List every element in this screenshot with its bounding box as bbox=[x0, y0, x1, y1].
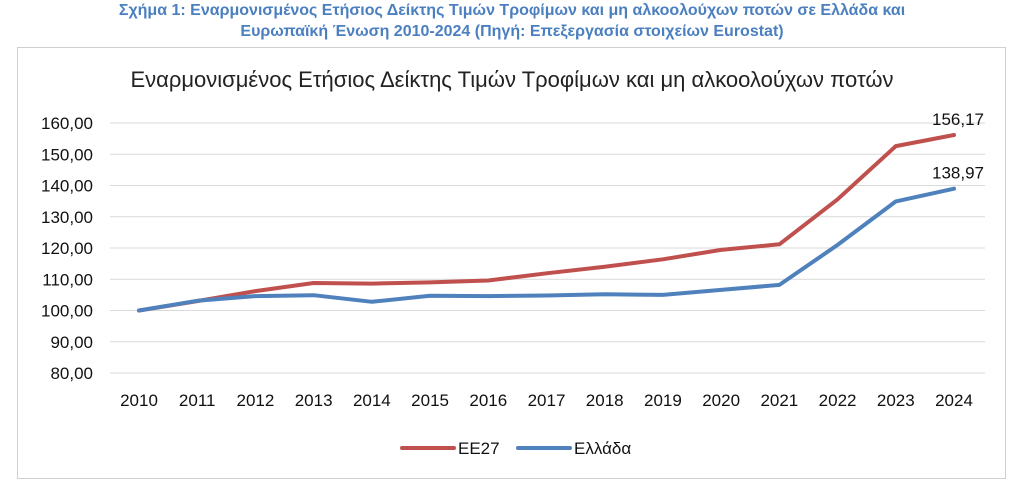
chart-title: Εναρμονισμένος Ετήσιος Δείκτης Τιμών Τρο… bbox=[130, 67, 893, 92]
legend-label: Ελλάδα bbox=[574, 439, 631, 458]
y-axis-ticks: 80,00 90,00 100,00 110,00 120,00 130,00 140,00… bbox=[41, 114, 93, 383]
y-tick-label: 110,00 bbox=[42, 270, 93, 289]
x-axis-ticks: 2010 2011 2012 2013 2014 2015 2016 2017 2018 2019… bbox=[120, 391, 973, 410]
x-tick-label: 2024 bbox=[935, 391, 973, 410]
data-labels: 156,17 138,97 bbox=[932, 110, 984, 183]
x-tick-label: 2011 bbox=[179, 391, 216, 410]
x-tick-label: 2018 bbox=[586, 391, 624, 410]
series-line bbox=[137, 186, 956, 313]
data-label: 138,97 bbox=[932, 164, 984, 183]
y-tick-label: 150,00 bbox=[41, 145, 93, 164]
legend-label: ΕΕ27 bbox=[458, 439, 500, 458]
y-tick-label: 130,00 bbox=[41, 208, 93, 227]
x-tick-label: 2022 bbox=[819, 391, 857, 410]
x-tick-label: 2014 bbox=[353, 391, 391, 410]
y-tick-label: 80,00 bbox=[50, 364, 93, 383]
series-lines bbox=[137, 133, 956, 313]
y-tick-label: 140,00 bbox=[41, 177, 93, 196]
caption-line-2: Ευρωπαϊκή Ένωση 2010-2024 (Πηγή: Επεξεργ… bbox=[240, 23, 784, 40]
gridlines bbox=[110, 122, 985, 374]
x-tick-label: 2019 bbox=[644, 391, 682, 410]
x-tick-label: 2013 bbox=[295, 391, 333, 410]
x-tick-label: 2015 bbox=[411, 391, 449, 410]
y-tick-label: 90,00 bbox=[50, 333, 93, 352]
y-tick-label: 120,00 bbox=[41, 239, 93, 258]
x-tick-label: 2020 bbox=[702, 391, 740, 410]
data-label: 156,17 bbox=[932, 110, 984, 129]
x-tick-label: 2021 bbox=[760, 391, 798, 410]
x-tick-label: 2012 bbox=[237, 391, 275, 410]
x-tick-label: 2010 bbox=[120, 391, 158, 410]
x-tick-label: 2017 bbox=[528, 391, 566, 410]
y-tick-label: 100,00 bbox=[41, 302, 93, 321]
x-tick-label: 2016 bbox=[469, 391, 507, 410]
y-tick-label: 160,00 bbox=[41, 114, 93, 133]
figure-caption: Σχήμα 1: Εναρμονισμένος Ετήσιος Δείκτης … bbox=[0, 0, 1024, 42]
legend: ΕΕ27 Ελλάδα bbox=[400, 439, 631, 458]
x-tick-label: 2023 bbox=[877, 391, 915, 410]
series-line bbox=[137, 133, 956, 313]
chart-frame bbox=[17, 47, 1006, 479]
caption-line-1: Σχήμα 1: Εναρμονισμένος Ετήσιος Δείκτης … bbox=[118, 2, 906, 19]
